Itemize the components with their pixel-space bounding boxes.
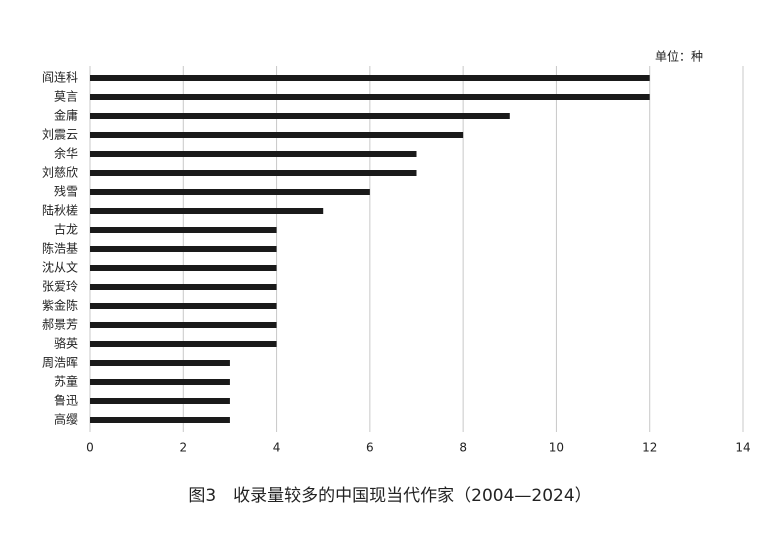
- bar: [90, 132, 464, 138]
- y-tick-label: 张爱玲: [42, 280, 78, 294]
- y-tick-label: 高缨: [54, 412, 78, 427]
- bar: [90, 227, 277, 233]
- bar: [90, 170, 417, 176]
- y-tick-label: 紫金陈: [42, 298, 78, 313]
- y-tick-label: 骆英: [54, 336, 78, 351]
- y-tick-label: 刘慈欣: [42, 165, 78, 180]
- x-tick-label: 12: [642, 441, 657, 455]
- bar: [90, 208, 324, 214]
- bar: [90, 284, 277, 290]
- bar: [90, 151, 417, 157]
- bar: [90, 341, 277, 347]
- x-tick-label: 10: [549, 441, 564, 455]
- y-tick-label: 残雪: [54, 185, 78, 199]
- y-tick-label: 余华: [54, 146, 78, 161]
- chart-caption: 图3 收录量较多的中国现当代作家（2004—2024）: [188, 486, 591, 506]
- y-tick-label: 苏童: [54, 374, 78, 389]
- bar: [90, 322, 277, 328]
- x-tick-label: 0: [86, 441, 94, 455]
- bar: [90, 379, 230, 385]
- y-tick-label: 莫言: [54, 90, 78, 104]
- y-tick-label: 阎连科: [42, 70, 78, 85]
- x-tick-label: 4: [273, 441, 281, 455]
- y-tick-label: 周浩晖: [42, 356, 78, 370]
- y-tick-label: 古龙: [54, 222, 78, 237]
- bar: [90, 265, 277, 271]
- bar: [90, 398, 230, 404]
- bar: [90, 189, 370, 195]
- y-tick-label: 沈从文: [42, 260, 78, 275]
- bar: [90, 246, 277, 252]
- bar: [90, 303, 277, 309]
- x-tick-label: 14: [735, 441, 750, 455]
- x-tick-label: 6: [366, 441, 374, 455]
- bar: [90, 113, 510, 119]
- y-tick-label: 陆秋槎: [42, 203, 78, 218]
- y-tick-label: 陈浩基: [42, 241, 78, 256]
- bar: [90, 75, 650, 81]
- bar: [90, 94, 650, 100]
- bar: [90, 360, 230, 366]
- y-tick-label: 刘震云: [42, 128, 78, 142]
- unit-label: 单位：种: [655, 49, 703, 64]
- y-tick-label: 鲁迅: [54, 394, 78, 408]
- x-tick-label: 8: [459, 441, 467, 455]
- y-tick-label: 郝景芳: [42, 318, 78, 332]
- bar: [90, 417, 230, 423]
- y-tick-label: 金庸: [54, 108, 78, 123]
- x-tick-label: 2: [179, 441, 187, 455]
